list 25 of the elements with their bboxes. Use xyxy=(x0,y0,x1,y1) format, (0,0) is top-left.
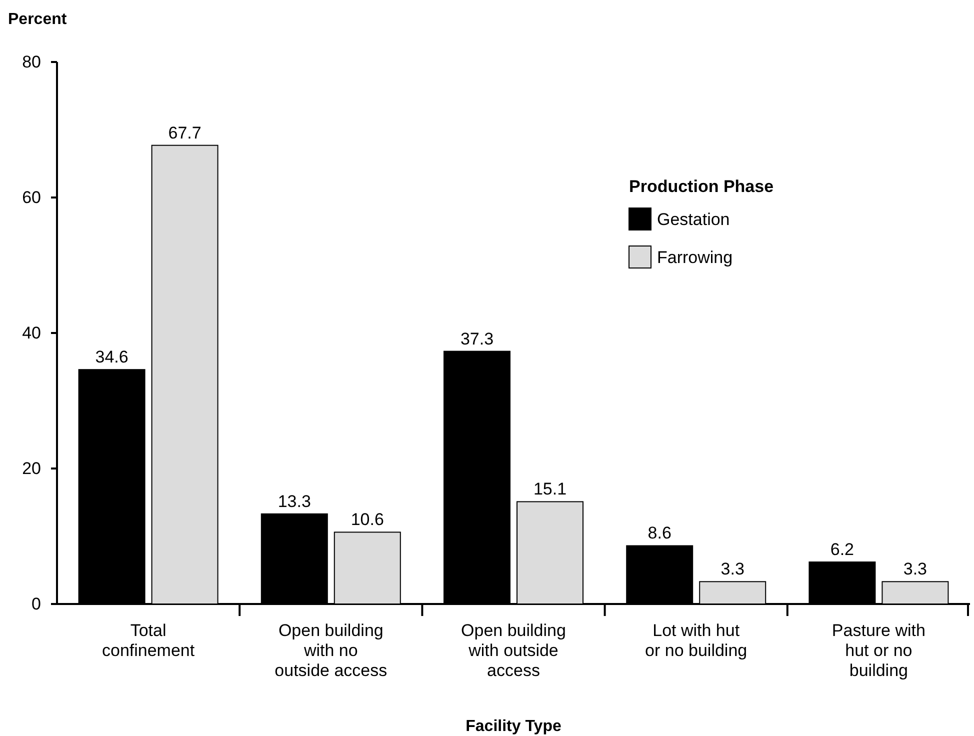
y-tick-label: 40 xyxy=(22,324,41,342)
legend-label: Gestation xyxy=(657,210,730,229)
data-label: 6.2 xyxy=(830,540,854,559)
data-label: 10.6 xyxy=(350,510,384,530)
y-tick-label: 80 xyxy=(22,52,41,72)
data-label: 15.1 xyxy=(533,480,567,499)
x-tick-label: Total confinement xyxy=(102,621,195,660)
data-label: 3.3 xyxy=(903,560,928,579)
y-axis-title: Percent xyxy=(8,11,68,28)
y-tick-label: 20 xyxy=(22,459,41,478)
x-tick-label: Pasture with hut or no building xyxy=(832,621,926,680)
x-tick-label: Open building with no outside access xyxy=(274,621,388,680)
y-tick-label: 60 xyxy=(22,188,41,207)
x-tick-label: Lot with hut or no building xyxy=(645,621,748,660)
data-label: 37.3 xyxy=(460,329,494,348)
data-label: 67.7 xyxy=(168,123,202,142)
y-tick-label: 0 xyxy=(32,594,41,614)
data-label: 3.3 xyxy=(720,560,744,579)
data-label: 13.3 xyxy=(278,492,311,511)
legend-label: Farrowing xyxy=(657,248,733,267)
data-label: 34.6 xyxy=(95,348,128,367)
legend-title: Production Phase xyxy=(629,177,774,196)
data-label: 8.6 xyxy=(648,524,672,543)
x-tick-label: Open building with outside access xyxy=(461,621,566,680)
x-axis-title: Facility Type xyxy=(466,718,562,735)
